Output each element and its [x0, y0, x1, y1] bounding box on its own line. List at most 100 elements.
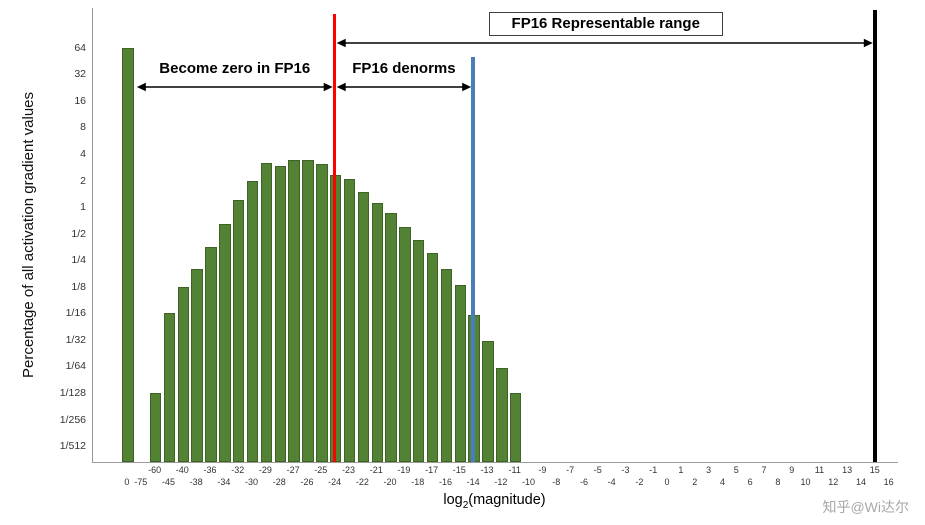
x-tick-label: 6 [747, 476, 753, 487]
x-tick-label: -40 [175, 464, 189, 475]
histogram-bar [440, 268, 453, 462]
become-zero-label: Become zero in FP16 [159, 60, 311, 77]
x-tick-label: -1 [649, 464, 658, 475]
histogram-bar [510, 393, 522, 462]
x-tick-label: -26 [300, 476, 314, 487]
y-tick-label: 2 [80, 174, 86, 187]
x-tick-label: -8 [552, 476, 561, 487]
x-axis-title-suffix: (magnitude) [468, 492, 546, 508]
y-tick-label: 1/128 [59, 386, 86, 399]
y-tick-label: 16 [74, 94, 86, 107]
x-tick-label: 0 [124, 476, 130, 487]
x-axis-title-text: log [443, 492, 463, 508]
histogram-bar [385, 213, 397, 462]
x-tick-label: -2 [635, 476, 644, 487]
x-tick-label: -17 [425, 464, 439, 475]
x-tick-label: 14 [855, 476, 866, 487]
x-tick-label: -34 [217, 476, 231, 487]
y-tick-label: 32 [74, 68, 86, 81]
x-tick-label: 8 [775, 476, 781, 487]
x-tick-label: -27 [286, 464, 300, 475]
x-tick-label: -11 [508, 464, 521, 475]
x-tick-label: -45 [161, 476, 175, 487]
histogram-bar [233, 200, 245, 462]
histogram-bar [274, 166, 286, 462]
x-tick-label: -25 [314, 464, 328, 475]
histogram-bar [302, 160, 314, 462]
fp16-max-range-line [872, 10, 877, 462]
x-tick-label: -6 [579, 476, 588, 487]
x-tick-label: -60 [148, 464, 162, 475]
y-tick-label: 1 [80, 201, 86, 214]
histogram-bar [122, 47, 134, 462]
x-tick-label: 2 [692, 476, 698, 487]
x-tick-label: -30 [245, 476, 259, 487]
x-tick-label: -24 [328, 476, 342, 487]
x-tick-label: 10 [800, 476, 811, 487]
fp16-zero-cutoff-line [332, 14, 337, 462]
y-tick-label: 1/512 [59, 440, 86, 453]
fp16-range-label: FP16 Representable range [488, 12, 723, 36]
x-tick-label: 7 [761, 464, 767, 475]
x-tick-label: -13 [480, 464, 494, 475]
histogram-bar [205, 247, 217, 462]
x-tick-label: 9 [789, 464, 795, 475]
y-tick-label: 1/4 [71, 254, 86, 267]
x-tick-label: -19 [397, 464, 411, 475]
x-tick-label: 3 [706, 464, 712, 475]
x-tick-label: 1 [678, 464, 684, 475]
histogram-bar [399, 226, 411, 462]
x-tick-label: -75 [134, 476, 148, 487]
histogram-bar [163, 313, 176, 462]
x-tick-label: -4 [607, 476, 616, 487]
y-axis-title: Percentage of all activation gradient va… [20, 92, 37, 379]
y-tick-label: 4 [80, 148, 86, 161]
x-axis-title-sub: 2 [462, 499, 469, 511]
watermark: 知乎@Wi达尔 [822, 499, 909, 515]
x-tick-label: -38 [189, 476, 203, 487]
x-tick-label: 11 [814, 464, 825, 475]
x-tick-label: -9 [538, 464, 547, 475]
x-tick-label: -15 [452, 464, 466, 475]
histogram-bar [177, 286, 190, 462]
x-tick-label: 16 [883, 476, 894, 487]
x-tick-label: -23 [342, 464, 356, 475]
x-tick-label: 12 [828, 476, 839, 487]
y-tick-label: 8 [80, 121, 86, 134]
histogram-bar [357, 191, 370, 462]
fp16-min-normal-line [471, 57, 475, 462]
x-tick-label: -3 [621, 464, 630, 475]
x-axis-title: log2(magnitude) [92, 492, 897, 511]
x-tick-label: -5 [593, 464, 602, 475]
histogram-bar [496, 367, 508, 462]
x-tick-label: -12 [494, 476, 508, 487]
y-tick-label: 1/64 [65, 360, 86, 373]
histogram-bar [246, 180, 259, 462]
x-tick-label: -29 [258, 464, 272, 475]
fp16-denorms-label: FP16 denorms [352, 60, 456, 77]
x-tick-label: -21 [369, 464, 383, 475]
histogram-bar [371, 203, 383, 462]
histogram-bar [413, 240, 425, 462]
y-tick-label: 64 [74, 41, 86, 54]
y-tick-label: 1/256 [59, 413, 86, 426]
y-tick-label: 1/2 [71, 227, 86, 240]
x-tick-label: -36 [203, 464, 217, 475]
histogram-bar [260, 162, 273, 462]
x-tick-label: -22 [355, 476, 369, 487]
x-tick-label: -10 [522, 476, 536, 487]
y-tick-label: 1/8 [71, 280, 86, 293]
x-tick-label: -7 [566, 464, 575, 475]
x-tick-label: -14 [466, 476, 480, 487]
histogram-bar [219, 223, 231, 462]
histogram-bar [343, 178, 356, 462]
x-tick-label: 13 [842, 464, 853, 475]
x-tick-label: -18 [411, 476, 425, 487]
histogram-bar [149, 393, 162, 462]
x-tick-label: -28 [272, 476, 286, 487]
histogram-bar [426, 253, 439, 462]
y-tick-label: 1/16 [65, 307, 86, 320]
x-tick-label: 15 [869, 464, 880, 475]
x-tick-label: 5 [733, 464, 739, 475]
